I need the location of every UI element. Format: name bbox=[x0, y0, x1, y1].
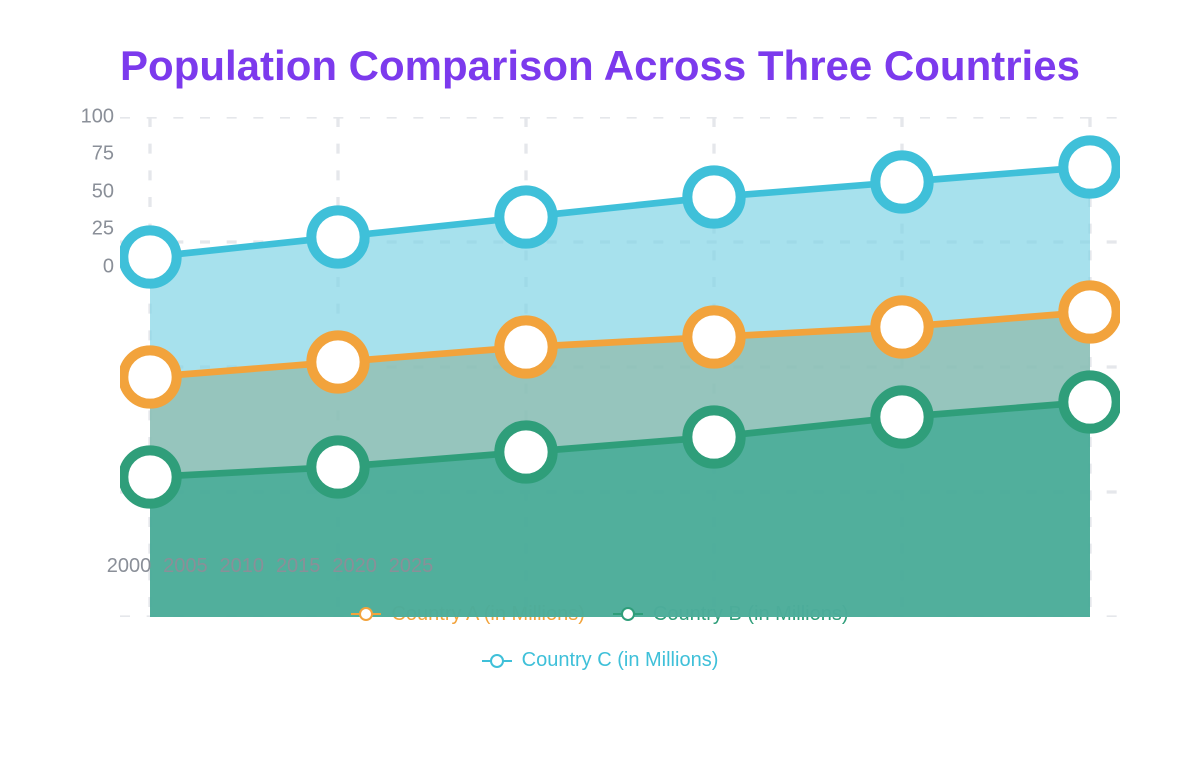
legend-item-country_c: Country C (in Millions) bbox=[482, 649, 719, 672]
x-tick-label: 2000 bbox=[107, 555, 152, 578]
x-tick-label: 2025 bbox=[389, 555, 434, 578]
x-tick-label: 2020 bbox=[332, 555, 377, 578]
legend-swatch-icon bbox=[482, 654, 512, 668]
x-axis: 200020052010201520202025 bbox=[120, 555, 1120, 583]
x-tick-label: 2005 bbox=[163, 555, 208, 578]
x-tick-label: 2015 bbox=[276, 555, 321, 578]
plot-svg bbox=[120, 117, 1120, 617]
y-tick-label: 50 bbox=[92, 180, 114, 203]
plot-area: 0255075100 200020052010201520202025 bbox=[120, 117, 1120, 547]
legend-swatch-icon bbox=[351, 607, 381, 621]
chart-title: Population Comparison Across Three Count… bbox=[80, 40, 1120, 93]
y-tick-label: 25 bbox=[92, 218, 114, 241]
y-tick-label: 100 bbox=[81, 105, 114, 128]
legend-swatch-icon bbox=[613, 607, 643, 621]
chart-container: Population Comparison Across Three Count… bbox=[0, 0, 1200, 771]
legend-label: Country C (in Millions) bbox=[522, 649, 719, 672]
y-tick-label: 75 bbox=[92, 143, 114, 166]
y-tick-label: 0 bbox=[103, 255, 114, 278]
x-tick-label: 2010 bbox=[220, 555, 265, 578]
y-axis: 0255075100 bbox=[70, 117, 114, 547]
